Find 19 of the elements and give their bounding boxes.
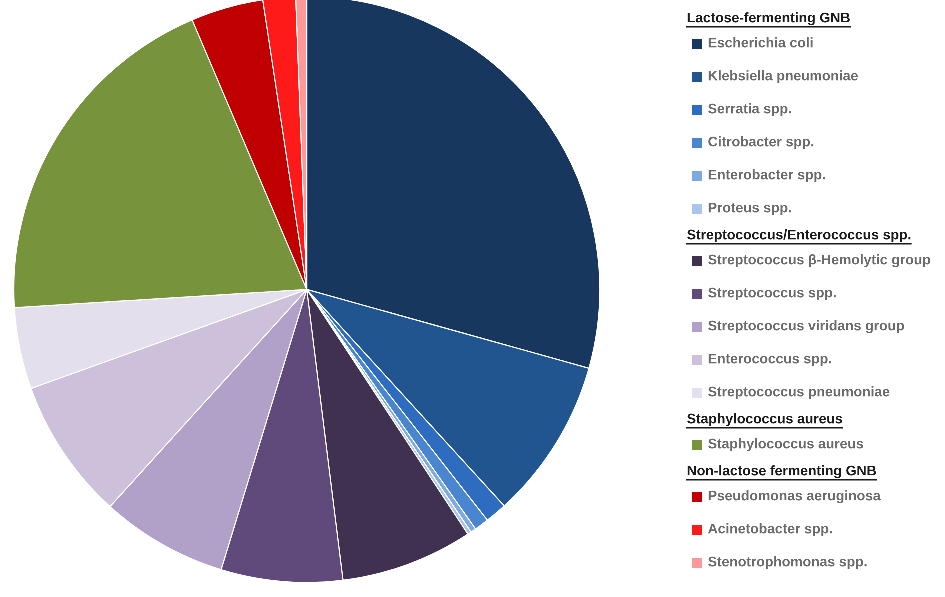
legend-label: Streptococcus viridans group	[708, 320, 904, 334]
legend-label: Stenotrophomonas spp.	[708, 556, 867, 570]
text: Lactose-fermenting GNB	[688, 12, 850, 26]
legend-label: Streptococcus β-Hemolytic group	[708, 254, 930, 268]
legend-label: Pseudomonas aeruginosa	[708, 490, 881, 504]
legend-label: Enterococcus spp.	[708, 354, 832, 366]
text: Non-lactose fermenting GNB	[688, 465, 876, 479]
legend-label: Escherichia coli	[708, 38, 813, 48]
legend-label: Enterobacter spp.	[708, 170, 826, 182]
legend-label: Acinetobacter spp.	[708, 524, 832, 536]
legend-label: Serratia spp.	[708, 104, 792, 116]
legend-label: Citrobacter spp.	[708, 136, 814, 150]
legend-label: Klebsiella pneumoniae	[708, 70, 858, 84]
legend-label: Proteus spp.	[708, 203, 792, 216]
legend-label: Streptococcus pneumoniae	[708, 386, 890, 400]
legend-label: Streptococcus spp.	[708, 288, 836, 300]
legend-label: Staphylococcus aureus	[708, 438, 864, 452]
category-label: Staphylococcus aureus	[687, 414, 842, 426]
text: Streptococcus/Enterococcus spp.	[687, 230, 911, 242]
